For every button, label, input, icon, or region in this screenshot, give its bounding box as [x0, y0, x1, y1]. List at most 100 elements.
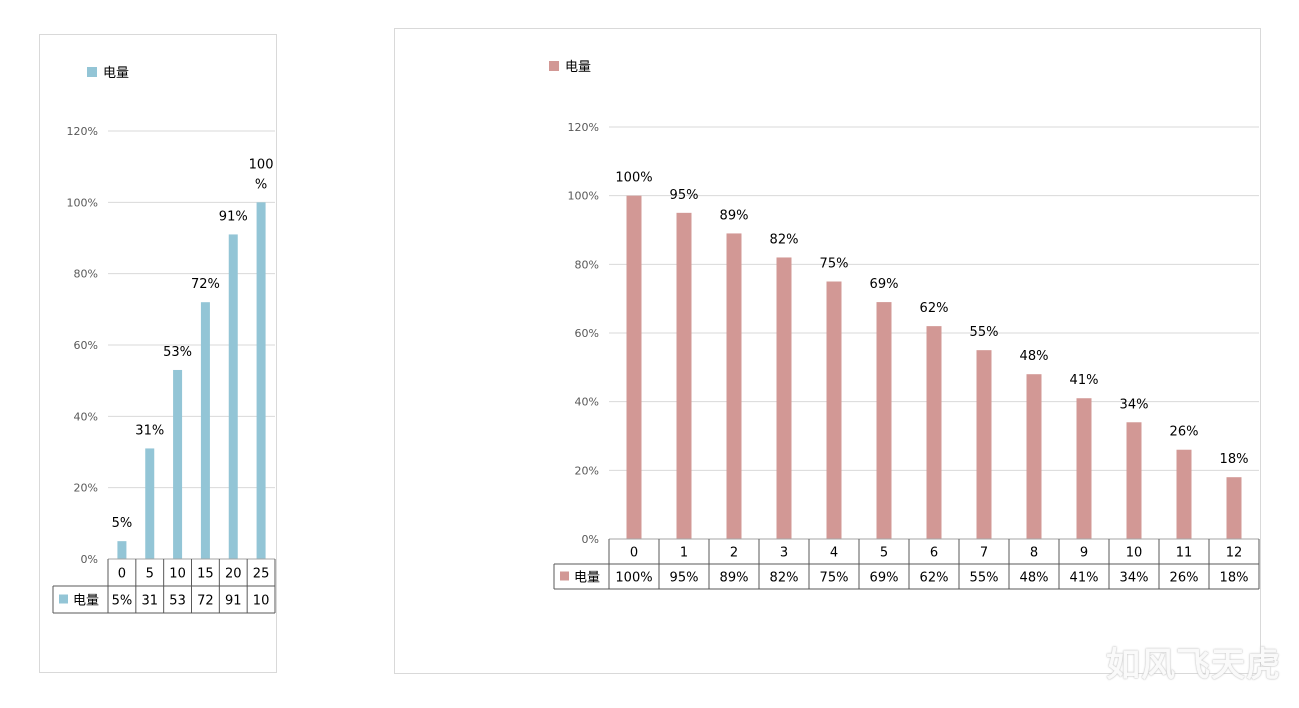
data-label: 18% [1220, 452, 1249, 467]
bar [1026, 374, 1042, 539]
data-label: 53% [163, 345, 192, 360]
data-label: 62% [920, 301, 949, 316]
x-category-label: 8 [1030, 546, 1038, 561]
y-tick-label: 0% [81, 553, 98, 566]
data-label: 95% [670, 188, 699, 203]
y-tick-label: 100% [67, 196, 98, 209]
bar [926, 326, 942, 539]
data-label: 100% [615, 171, 652, 186]
y-tick-label: 40% [575, 396, 599, 409]
bar [1176, 449, 1192, 539]
table-value-cell: 55% [970, 571, 999, 586]
bar [976, 350, 992, 539]
bar [876, 302, 892, 539]
table-value-cell: 10 [253, 594, 270, 609]
x-category-label: 25 [253, 567, 270, 582]
x-category-label: 6 [930, 546, 938, 561]
table-legend-swatch [59, 594, 68, 604]
chart-panel-right: 电量 0% 20% 40% 60% 80% 100% 120% 100% 95% 89% 82% 75%… [394, 28, 1261, 674]
table-value-cell: 26% [1170, 571, 1199, 586]
x-category-label: 0 [118, 567, 126, 582]
x-category-label: 10 [169, 567, 186, 582]
bar [776, 257, 792, 539]
y-tick-label: 80% [575, 258, 599, 271]
table-value-cell: 91 [225, 594, 242, 609]
data-label: 89% [720, 208, 749, 223]
table-value-cell: 89% [720, 571, 749, 586]
x-category-label: 1 [680, 546, 688, 561]
data-label: 5% [112, 516, 133, 531]
legend-label: 电量 [103, 66, 129, 81]
data-table: 电量 0 5% 5 31 10 53 15 72 20 91 25 10 [52, 559, 276, 614]
x-category-label: 9 [1080, 546, 1088, 561]
data-label: 34% [1120, 397, 1149, 412]
x-category-label: 15 [197, 567, 214, 582]
bar [145, 448, 155, 559]
data-label-wrap: % [255, 177, 267, 192]
bar [117, 541, 127, 559]
bar [200, 302, 210, 559]
table-value-cell: 72 [197, 594, 214, 609]
x-category-label: 12 [1226, 546, 1243, 561]
bar [228, 234, 238, 559]
table-value-cell: 53 [169, 594, 186, 609]
y-tick-label: 100% [568, 190, 599, 203]
data-label: 91% [219, 209, 248, 224]
y-tick-label: 0% [582, 533, 599, 546]
table-value-cell: 41% [1070, 571, 1099, 586]
table-legend-swatch [560, 571, 569, 581]
data-label: 31% [135, 423, 164, 438]
x-category-label: 10 [1126, 546, 1143, 561]
bar [1126, 422, 1142, 539]
y-tick-label: 20% [575, 464, 599, 477]
x-category-label: 5 [880, 546, 888, 561]
x-category-label: 4 [830, 546, 838, 561]
bar [726, 233, 742, 539]
table-value-cell: 69% [870, 571, 899, 586]
table-value-cell: 31 [141, 594, 158, 609]
x-category-label: 0 [630, 546, 638, 561]
y-tick-label: 120% [568, 121, 599, 134]
table-value-cell: 62% [920, 571, 949, 586]
x-category-label: 11 [1176, 546, 1193, 561]
table-series-name: 电量 [73, 594, 99, 609]
y-tick-label: 60% [74, 339, 98, 352]
x-category-label: 7 [980, 546, 988, 561]
x-category-label: 5 [146, 567, 154, 582]
data-label: 82% [770, 232, 799, 247]
watermark-text: 如风飞天虎 [1106, 645, 1281, 685]
table-series-name: 电量 [574, 571, 600, 586]
table-value-cell: 5% [112, 594, 133, 609]
data-label: 75% [820, 257, 849, 272]
table-value-cell: 100% [615, 571, 652, 586]
data-label: 48% [1020, 349, 1049, 364]
table-value-cell: 75% [820, 571, 849, 586]
chart-left: 电量0%20%40%60%80%100%120%5%31%53%72%91%10… [52, 66, 276, 614]
data-label: 72% [191, 277, 220, 292]
table-value-cell: 82% [770, 571, 799, 586]
bar [1226, 477, 1242, 539]
bar [626, 195, 642, 539]
x-category-label: 2 [730, 546, 738, 561]
bar [256, 202, 266, 560]
y-tick-label: 20% [74, 482, 98, 495]
data-label: 26% [1170, 425, 1199, 440]
bar [826, 281, 842, 539]
x-category-label: 3 [780, 546, 788, 561]
data-table: 电量 0 100% 1 95% 2 89% 3 82% 4 75% 5 69% 6 62% 7 55% 8 48% 9… [553, 539, 1260, 590]
legend-swatch [87, 67, 97, 77]
bar [1076, 398, 1092, 539]
data-label: 41% [1070, 373, 1099, 388]
y-tick-label: 80% [74, 268, 98, 281]
x-category-label: 20 [225, 567, 242, 582]
table-value-cell: 18% [1220, 571, 1249, 586]
bar [173, 369, 183, 559]
data-label: 55% [970, 325, 999, 340]
y-tick-label: 40% [74, 410, 98, 423]
data-label: 69% [870, 277, 899, 292]
chart-right: 电量 0% 20% 40% 60% 80% 100% 120% 100% 95% 89% 82% 75%… [549, 60, 1260, 590]
table-value-cell: 34% [1120, 571, 1149, 586]
table-value-cell: 48% [1020, 571, 1049, 586]
legend-label: 电量 [565, 60, 591, 75]
data-label: 100 [249, 157, 274, 172]
